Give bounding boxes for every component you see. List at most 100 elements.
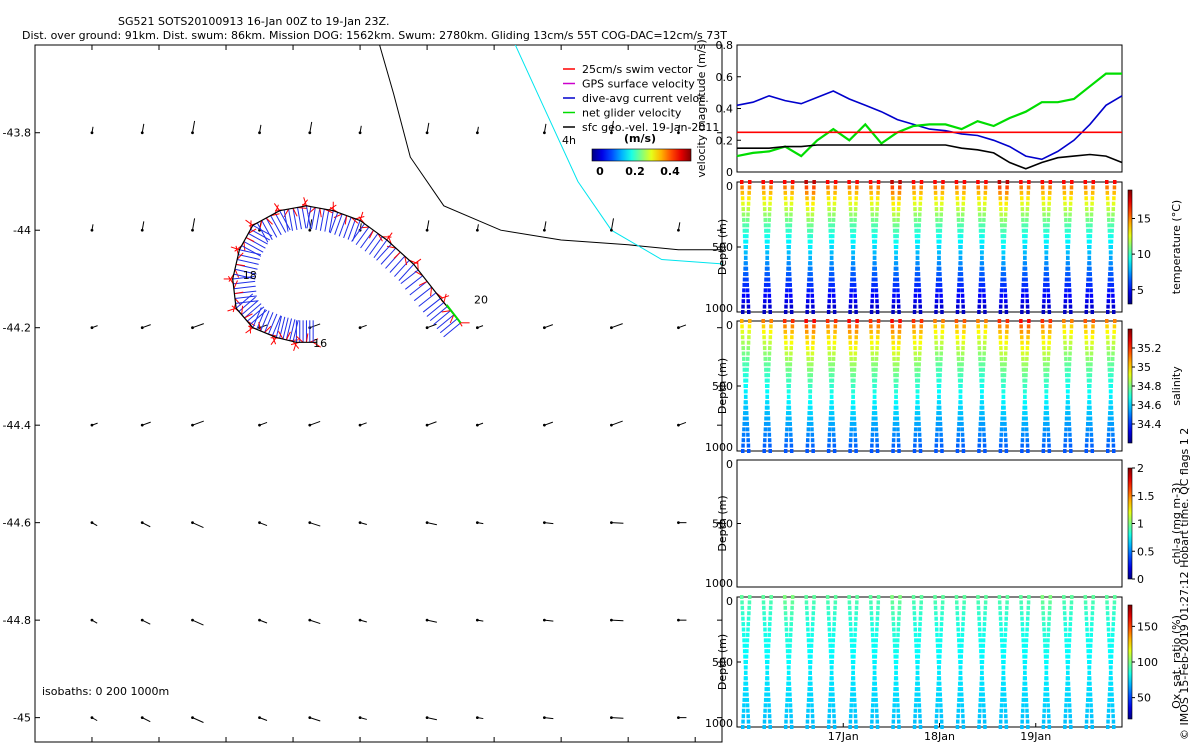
profile-point [876, 190, 880, 195]
profile-point [997, 324, 1002, 329]
profile-point [873, 250, 877, 255]
map-xtick-label: 145.2 [143, 748, 175, 750]
profile-point [1002, 384, 1006, 388]
current-vector [289, 319, 296, 341]
profile-point [1046, 421, 1050, 426]
profile-point [806, 223, 811, 228]
profile-point [1084, 622, 1089, 627]
profile-point [934, 304, 939, 309]
profile-point [915, 266, 919, 271]
profile-point [1105, 329, 1110, 334]
profile-point [741, 207, 745, 212]
current-vector [261, 220, 273, 241]
profile-point [1106, 627, 1111, 632]
profile-point [1109, 389, 1113, 394]
profile-point [1002, 411, 1007, 416]
geo-velocity-arrow [309, 121, 313, 133]
profile-point [831, 427, 836, 432]
profile-point [1023, 394, 1027, 399]
profile-point [832, 714, 836, 719]
profile-point [938, 367, 943, 372]
profile-point [1107, 362, 1111, 367]
profile-point [940, 600, 945, 605]
profile-point [763, 217, 768, 222]
profile-point [870, 217, 875, 222]
profile-point [980, 660, 985, 664]
profile-point [1111, 708, 1115, 713]
profile-point [761, 185, 766, 190]
profile-point [997, 319, 1002, 323]
profile-point [1000, 681, 1005, 686]
profile-point [1111, 714, 1115, 719]
profile-point [850, 416, 854, 421]
profile-point [811, 449, 815, 453]
profile-point [875, 207, 879, 212]
current-vector [324, 209, 330, 232]
profile-point [788, 373, 792, 378]
profile-point [935, 692, 940, 697]
profile-point [912, 310, 917, 314]
profile-point [1041, 201, 1046, 206]
profile-point [855, 595, 859, 599]
profile-point [870, 207, 874, 212]
profile-point [1003, 217, 1008, 222]
profile-point [940, 340, 944, 345]
profile-point [1042, 351, 1046, 356]
map-title: SG521 SOTS20100913 16-Jan 00Z to 19-Jan … [118, 15, 390, 28]
profile-point [784, 443, 788, 448]
profile-point [743, 687, 747, 692]
profile-point [747, 196, 751, 201]
profile-point [1110, 703, 1115, 708]
profile-point [977, 622, 982, 627]
profile-point [1111, 622, 1116, 627]
profile-point [747, 611, 751, 616]
profile-point [1005, 600, 1009, 605]
profile-point [827, 432, 832, 437]
profile-point [1024, 649, 1028, 654]
profile-point [1065, 394, 1070, 399]
profile-point [1067, 228, 1071, 233]
profile-point [980, 665, 984, 670]
profile-point [914, 638, 918, 643]
geo-velocity-dot [425, 521, 429, 525]
profile-point [1068, 356, 1072, 361]
profile-point [1085, 421, 1090, 426]
map-xtick-label: 146.4 [545, 748, 577, 750]
profile-point [875, 616, 880, 621]
profile-point [1067, 288, 1072, 293]
profile-point [976, 324, 980, 329]
profile-point [741, 438, 746, 443]
current-vector [238, 254, 260, 260]
profile-point [984, 595, 988, 599]
profile-point [1019, 605, 1024, 610]
profile-point [809, 272, 813, 277]
profile-point [1067, 416, 1071, 421]
profile-point [1105, 605, 1110, 610]
profile-point [1047, 611, 1052, 616]
profile-point [764, 416, 768, 421]
geo-velocity-dot [90, 131, 94, 135]
profile-point [1111, 438, 1115, 443]
profile-point [1045, 239, 1049, 244]
profile-point [938, 373, 942, 378]
profile-point [765, 261, 769, 266]
profile-point [957, 234, 962, 239]
current-vector [241, 245, 262, 257]
profile-point [938, 282, 943, 287]
profile-point [746, 443, 751, 448]
swim-vector [296, 335, 304, 343]
profile-point [873, 234, 878, 239]
profile-point [808, 400, 812, 405]
profile-point [1110, 356, 1115, 361]
profile-point [1112, 310, 1116, 314]
profile-point [962, 185, 966, 190]
profile-point [955, 340, 960, 345]
profile-point [934, 725, 938, 729]
profile-point [897, 449, 901, 453]
profile-point [1090, 201, 1094, 206]
profile-point [938, 654, 942, 659]
profile-point [764, 405, 769, 410]
swim-vector [359, 211, 364, 221]
profile-point [1044, 250, 1049, 255]
profile-point [1088, 411, 1092, 416]
